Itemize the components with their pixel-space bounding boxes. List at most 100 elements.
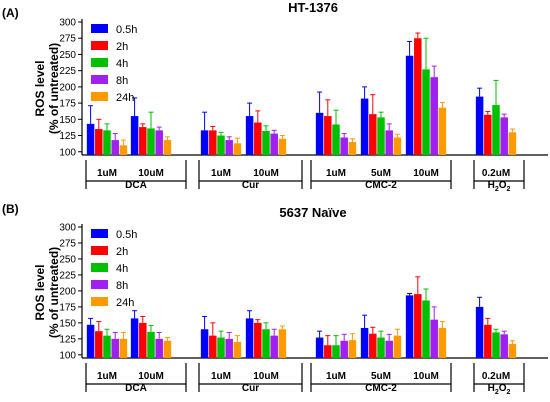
bar	[225, 338, 233, 358]
x-tick-label: 10uM	[138, 371, 164, 382]
bar	[95, 129, 103, 155]
x-tick-label: 1uM	[211, 371, 231, 382]
x-tick-label: 10uM	[138, 168, 164, 179]
bar	[405, 295, 414, 358]
bar	[405, 55, 414, 155]
legend-label: 8h	[116, 75, 128, 87]
x-tick-label: 10uM	[253, 371, 279, 382]
legend-swatch	[91, 263, 108, 272]
y-tick-label: 275	[59, 238, 76, 249]
bar	[393, 335, 402, 358]
bar	[348, 340, 357, 358]
bar	[377, 117, 385, 155]
bar	[209, 130, 217, 155]
chart-title: 5637 Naïve	[279, 205, 346, 220]
legend-swatch	[91, 58, 108, 67]
chart-panel-2: (B) 5637 Naïve ROS level (% of untreated) 10…	[2, 202, 548, 396]
y-tick-label: 200	[59, 82, 76, 93]
x-tick-label: 10uM	[253, 168, 279, 179]
y-axis-label-unit: (% of untreated)	[47, 43, 61, 134]
legend-swatch	[91, 75, 108, 84]
bar	[245, 116, 254, 155]
bar	[119, 145, 128, 155]
bar	[414, 294, 422, 358]
x-tick-label: 5uM	[371, 371, 391, 382]
legend-label: 4h	[116, 263, 128, 275]
y-tick-label: 225	[59, 270, 76, 281]
legend-swatch	[91, 229, 108, 238]
bar	[348, 142, 357, 155]
y-tick-label: 200	[59, 286, 76, 297]
bar	[155, 338, 163, 358]
bar	[500, 117, 508, 155]
x-tick-label: 1uM	[326, 168, 346, 179]
bar	[262, 329, 270, 358]
legend-swatch	[91, 297, 108, 306]
y-tick-label: 175	[59, 302, 76, 313]
legend-label: 2h	[116, 41, 128, 53]
bar	[225, 140, 233, 155]
bar	[315, 112, 324, 155]
group-label: H2O2	[488, 180, 511, 193]
bar	[500, 334, 508, 358]
group-label: DCA	[125, 180, 147, 191]
chart-panel-1: (A) HT-1376 ROS level (% of untreated) 100 12…	[2, 0, 548, 193]
bar	[369, 333, 377, 358]
bar	[385, 130, 393, 155]
bar	[233, 143, 242, 155]
bar	[422, 69, 430, 155]
y-tick-label: 250	[59, 50, 76, 61]
panel-label: (A)	[2, 6, 19, 20]
bar	[139, 127, 147, 155]
y-tick-label: 225	[59, 66, 76, 77]
bar	[86, 123, 95, 155]
bar	[508, 343, 517, 358]
bar	[209, 335, 217, 358]
y-tick-label: 275	[59, 34, 76, 45]
y-tick-label: 100	[59, 147, 76, 158]
bar	[254, 322, 262, 358]
bar	[508, 132, 517, 155]
bar	[270, 335, 278, 358]
group-label: CMC-2	[365, 180, 397, 191]
y-tick-label: 250	[59, 254, 76, 265]
bar	[139, 322, 147, 358]
x-tick-label: 1uM	[211, 168, 231, 179]
bar	[324, 116, 332, 155]
bar	[217, 337, 225, 358]
x-tick-label: 1uM	[97, 168, 117, 179]
bar	[200, 329, 209, 358]
bar	[369, 114, 377, 155]
bar	[430, 77, 438, 155]
bar	[414, 38, 422, 155]
bar	[332, 124, 340, 155]
bar	[254, 122, 262, 155]
y-tick-label: 125	[59, 131, 76, 142]
bar	[130, 318, 139, 358]
group-label-part: 2	[507, 389, 511, 396]
y-axis-label-unit: (% of untreated)	[47, 247, 61, 338]
y-tick-label: 150	[59, 115, 76, 126]
y-tick-label: 175	[59, 99, 76, 110]
bar	[475, 306, 484, 358]
bar	[360, 98, 369, 155]
bar	[103, 130, 111, 155]
bar	[484, 114, 492, 155]
bar	[119, 338, 128, 358]
group-label-part: H	[488, 383, 495, 394]
legend-swatch	[91, 92, 108, 101]
bar	[217, 135, 225, 155]
bar	[340, 340, 348, 358]
group-label-part: O	[499, 383, 507, 394]
group-label: Cur	[242, 180, 259, 191]
bar	[111, 140, 119, 155]
bar	[430, 319, 438, 358]
y-tick-label: 150	[59, 318, 76, 329]
bar	[492, 332, 500, 358]
bar	[147, 331, 155, 358]
group-label: DCA	[125, 383, 147, 394]
y-tick-label: 300	[59, 223, 76, 234]
legend-label: 0.5h	[116, 229, 137, 241]
bar	[340, 137, 348, 155]
